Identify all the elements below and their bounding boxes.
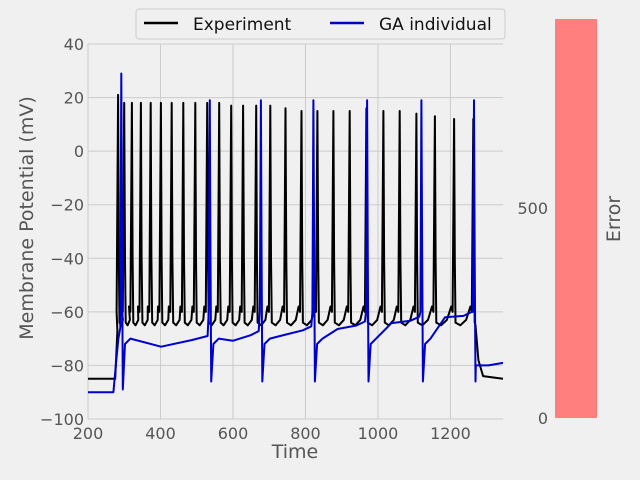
- y-ticks: −100 −80 −60 −40 −20 0 20 40: [40, 35, 84, 429]
- x-tick-label: 1000: [358, 424, 399, 443]
- x-tick-label: 600: [218, 424, 249, 443]
- y-tick-label: 20: [64, 89, 84, 108]
- error-y-tick-label: 500: [517, 199, 548, 218]
- x-tick-label: 200: [73, 424, 104, 443]
- x-tick-label: 400: [145, 424, 176, 443]
- legend-label-experiment: Experiment: [193, 15, 292, 35]
- x-axis-label: Time: [271, 441, 319, 463]
- error-y-tick-label: 0: [538, 409, 548, 428]
- error-plot: 0 500 Error: [517, 19, 625, 428]
- y-tick-label: 0: [74, 142, 84, 161]
- series-line-ga-individual: [88, 72, 503, 394]
- legend-box: [135, 8, 506, 40]
- y-tick-label: −100: [40, 410, 84, 429]
- error-bar: [555, 19, 597, 418]
- y-axis-label: Membrane Potential (mV): [16, 96, 38, 339]
- y-tick-label: −20: [50, 196, 84, 215]
- legend-label-ga-individual: GA individual: [379, 15, 492, 35]
- error-y-ticks: 0 500: [517, 199, 548, 428]
- x-ticks: 200 400 600 800 1000 1200: [73, 424, 471, 443]
- y-tick-label: −60: [50, 303, 84, 322]
- y-tick-label: −80: [50, 356, 84, 375]
- x-tick-label: 1200: [430, 424, 471, 443]
- x-tick-label: 800: [290, 424, 321, 443]
- grid: [87, 43, 503, 420]
- y-tick-label: −40: [50, 249, 84, 268]
- legend: Experiment GA individual: [135, 8, 506, 40]
- y-tick-label: 40: [64, 35, 84, 54]
- main-plot: −100 −80 −60 −40 −20 0 20 40 200 400 600 800 1000 12…: [16, 8, 506, 463]
- error-axis-label: Error: [603, 196, 625, 243]
